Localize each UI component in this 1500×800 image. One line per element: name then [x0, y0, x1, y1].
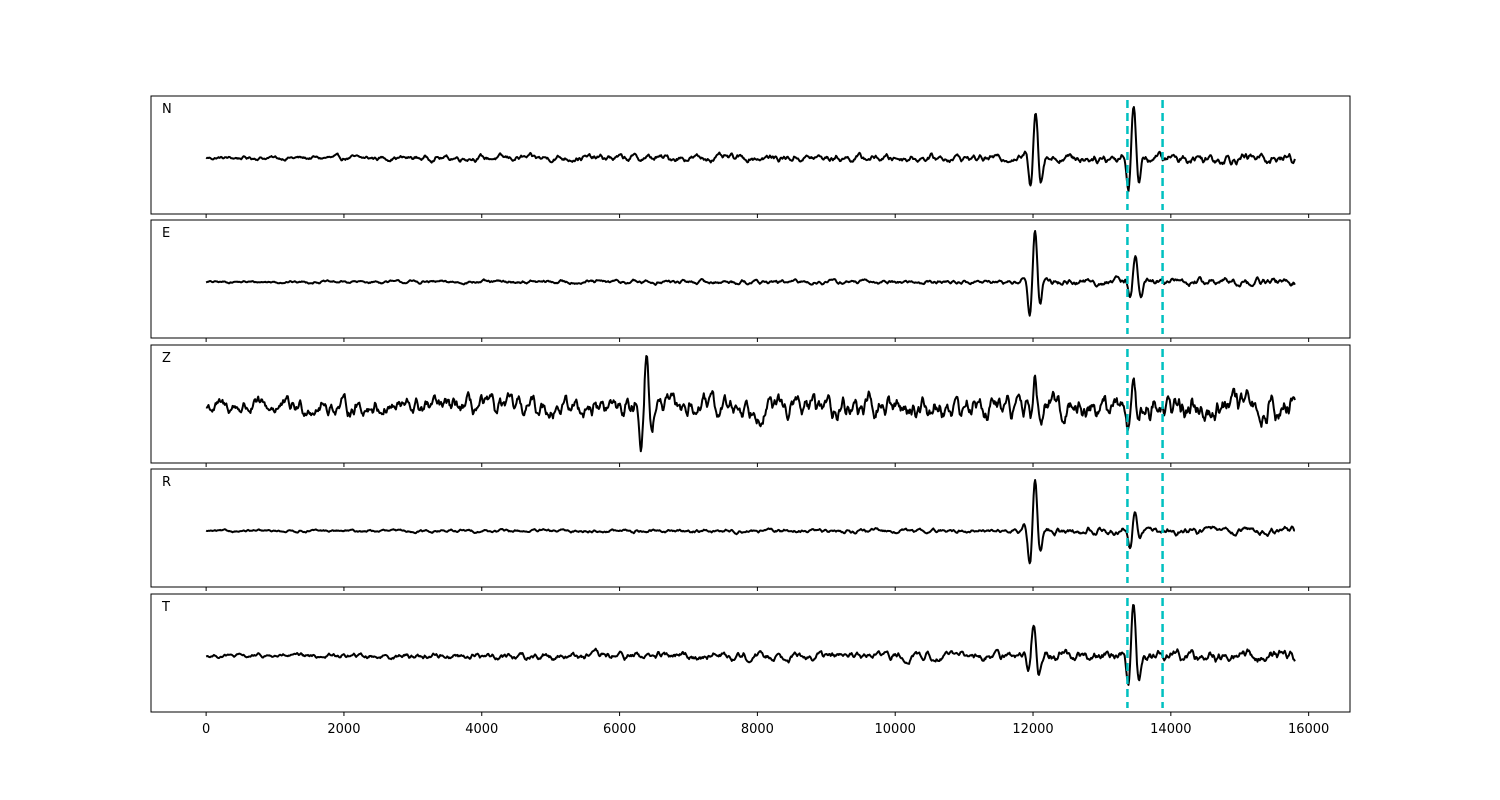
- x-tick-label: 8000: [741, 722, 774, 737]
- waveform-trace: [205, 604, 1296, 686]
- panel-frame: [150, 593, 1351, 713]
- panel-frame: [150, 344, 1351, 464]
- panel-frame: [150, 468, 1351, 588]
- x-tick-label: 10000: [875, 722, 916, 737]
- x-tick-label: 0: [202, 722, 210, 737]
- waveform-trace: [205, 479, 1296, 565]
- panel-label: T: [161, 600, 170, 615]
- x-tick-label: 16000: [1288, 722, 1329, 737]
- panel-t: T: [150, 593, 1351, 716]
- waveform-trace: [205, 106, 1296, 193]
- panels-layer: N E Z R T: [150, 95, 1351, 716]
- x-tick-label: 2000: [327, 722, 360, 737]
- x-axis: 0 2000 4000 6000 8000 10000 12000 14000 16000: [202, 722, 1329, 737]
- waveform-trace: [205, 355, 1296, 453]
- panel-label: Z: [162, 351, 171, 366]
- panel-label: E: [162, 226, 170, 241]
- panel-e: E: [150, 219, 1351, 342]
- panel-label: R: [162, 475, 171, 490]
- panel-label: N: [162, 102, 172, 117]
- panel-z: Z: [150, 344, 1351, 467]
- panel-frame: [150, 219, 1351, 339]
- panel-n: N: [150, 95, 1351, 218]
- waveform-trace: [205, 230, 1296, 317]
- panel-frame: [150, 95, 1351, 215]
- x-tick-label: 4000: [465, 722, 498, 737]
- x-tick-label: 12000: [1012, 722, 1053, 737]
- x-tick-label: 6000: [603, 722, 636, 737]
- x-tick-label: 14000: [1150, 722, 1191, 737]
- panel-r: R: [150, 468, 1351, 591]
